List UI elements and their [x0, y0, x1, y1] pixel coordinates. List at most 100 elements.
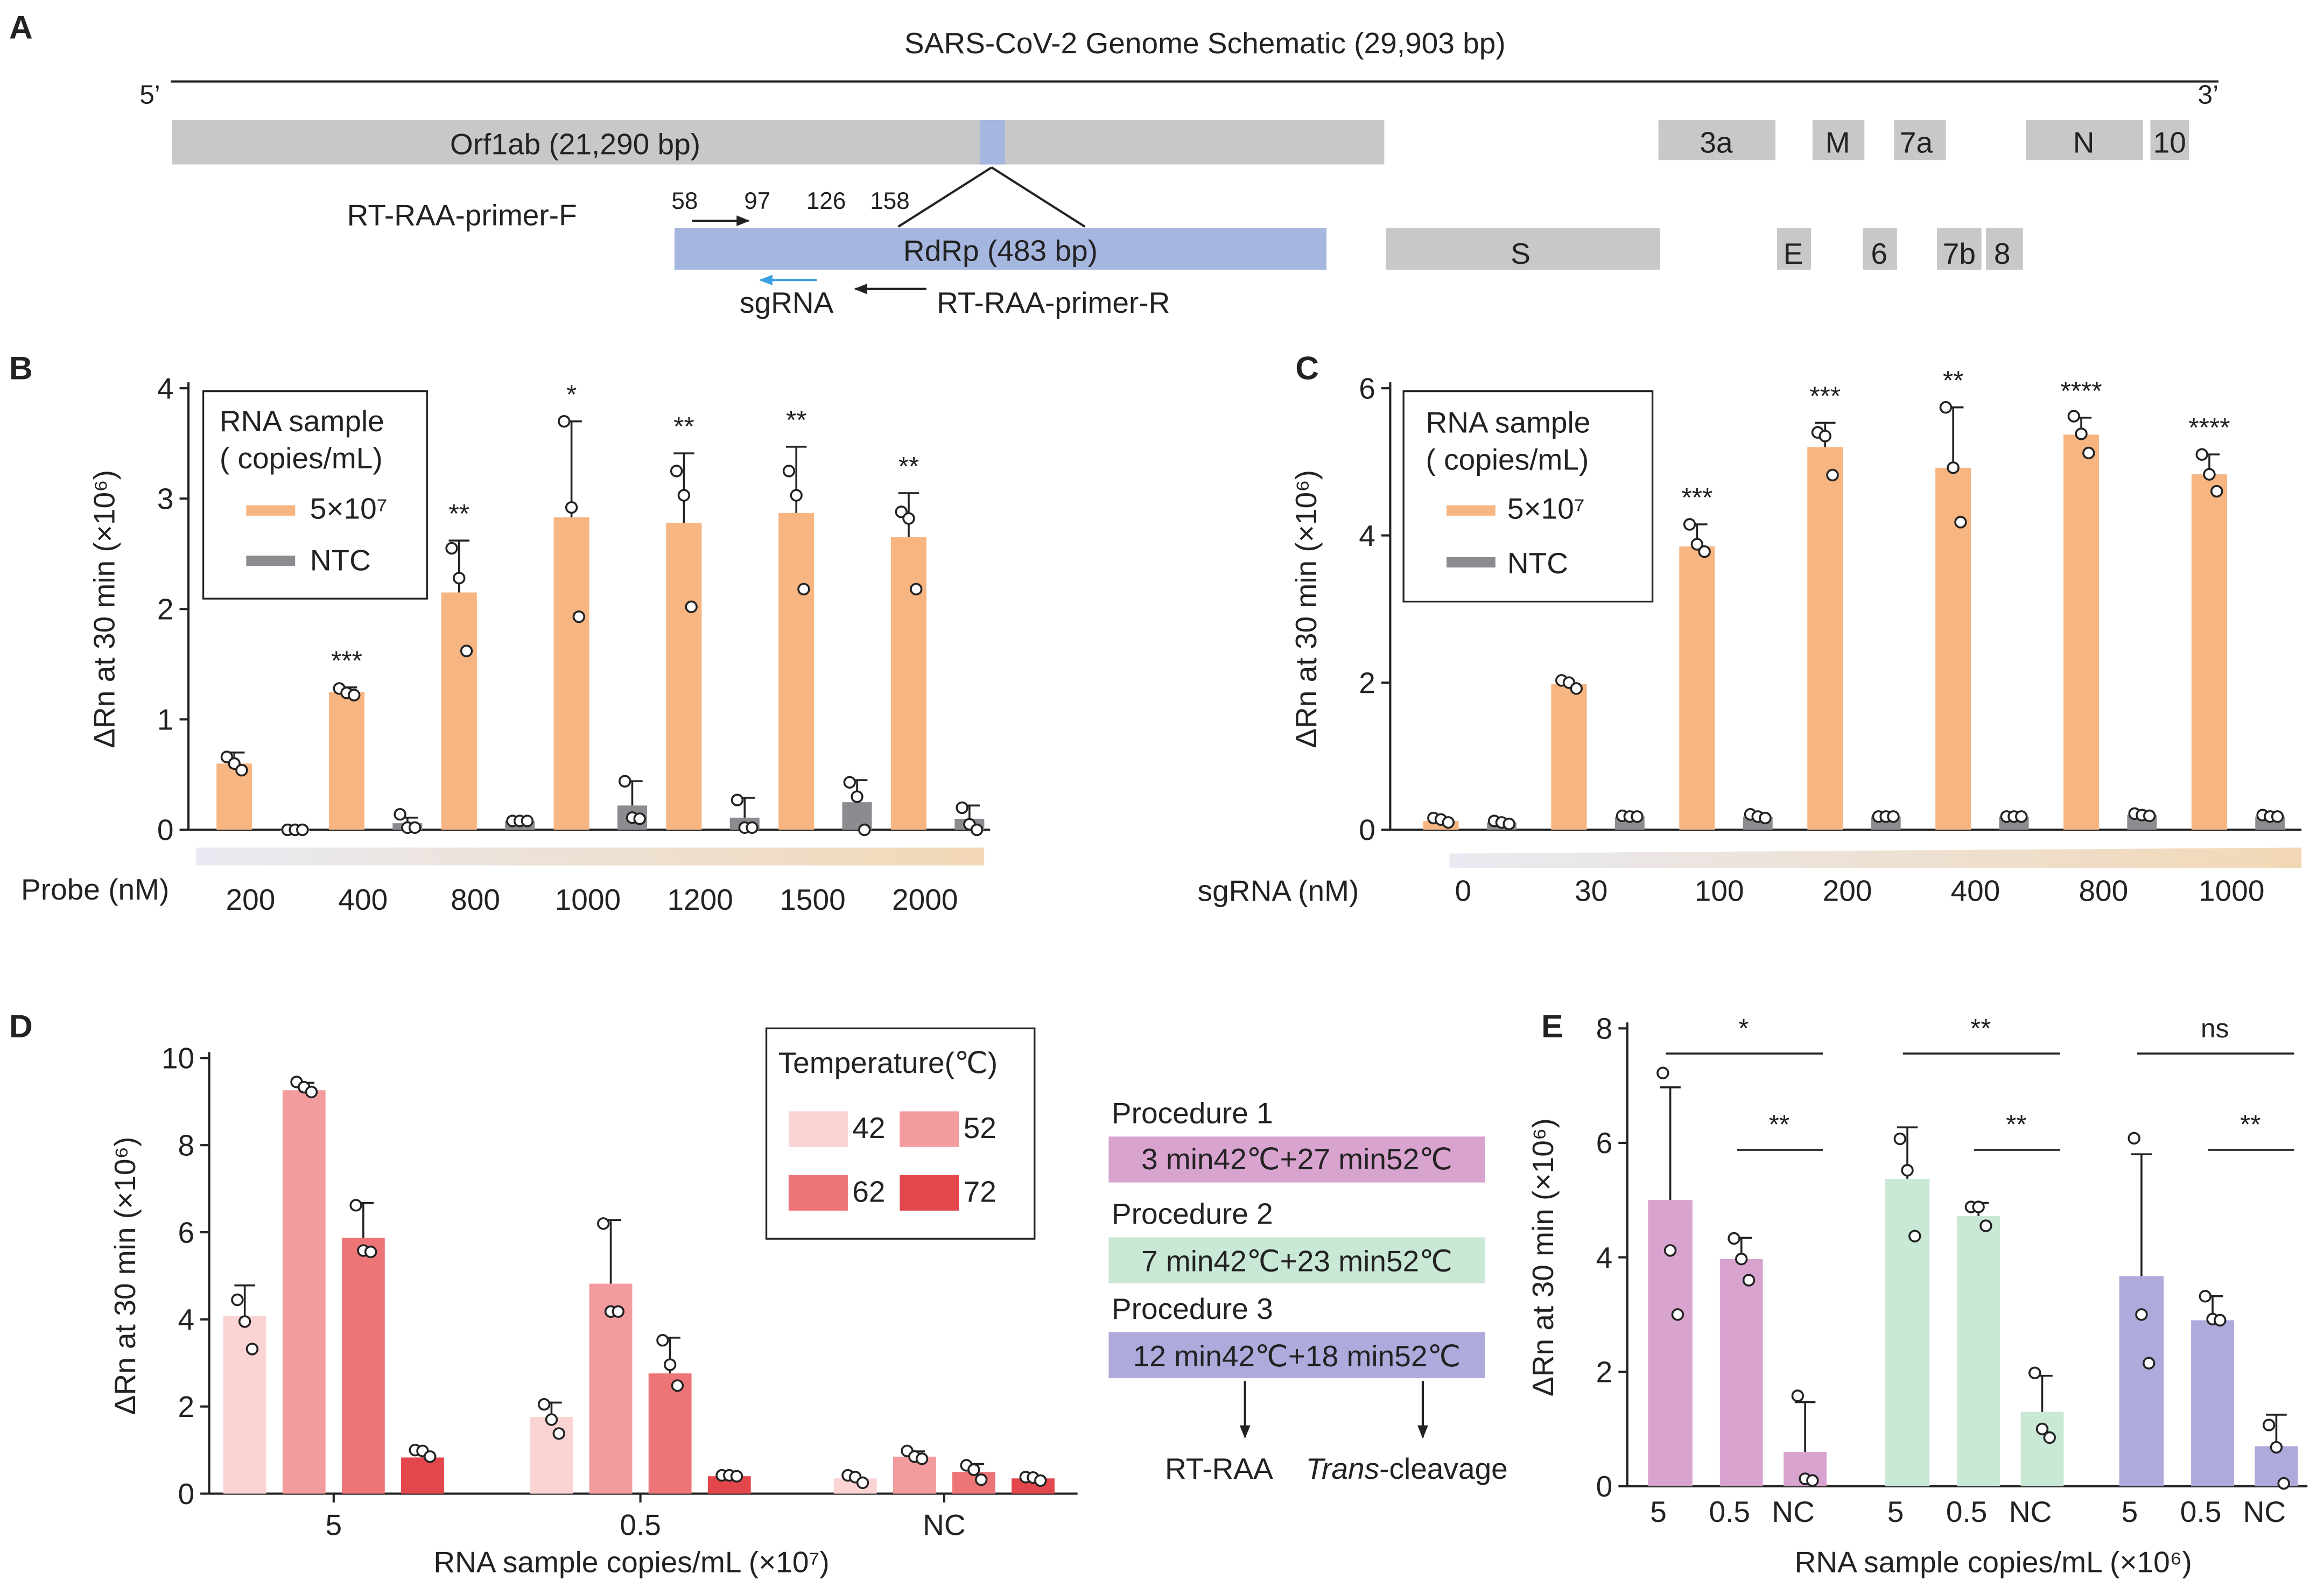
legend-label: 5×10⁷: [1507, 491, 1585, 525]
bar-procedure-3: [2119, 1276, 2164, 1486]
flow-label-trans-italic: Trans: [1305, 1452, 1379, 1485]
significance-label: ****: [2188, 413, 2230, 443]
x-tick-label: 0.5: [620, 1508, 661, 1542]
position-158: 158: [870, 188, 909, 214]
gene-label: 7b: [1943, 237, 1976, 270]
bar-sample: [778, 512, 815, 830]
significance-label: **: [1943, 366, 1964, 396]
data-point: [1502, 817, 1515, 831]
data-point: [843, 776, 856, 789]
data-point: [1742, 1274, 1756, 1287]
legend-title: RNA sample: [1426, 406, 1590, 439]
data-point: [1698, 545, 1711, 558]
gene-rdrp-label: RdRp (483 bp): [903, 234, 1098, 267]
bar-sample: [441, 592, 477, 830]
data-point: [2082, 446, 2095, 460]
legend-swatch-gray: [1446, 557, 1495, 568]
gene-box: [1777, 228, 1812, 270]
data-point: [663, 1358, 677, 1371]
gene-orf1ab: [172, 120, 1385, 165]
y-tick-label: 6: [1596, 1126, 1613, 1160]
significance-label: **: [673, 412, 694, 441]
y-tick-label: 4: [1596, 1241, 1613, 1274]
data-point: [2214, 1314, 2227, 1327]
data-point: [2210, 484, 2223, 498]
x-tick-label: 1000: [2199, 874, 2264, 908]
data-point: [1570, 682, 1583, 695]
data-point: [618, 775, 631, 788]
significance-label: *: [1738, 1014, 1749, 1043]
gene-label: 6: [1871, 237, 1887, 270]
flow-label-trans-rest: -cleavage: [1379, 1452, 1508, 1485]
genome-title: SARS-CoV-2 Genome Schematic (29,903 bp): [904, 26, 1506, 60]
bar-sample: [1807, 447, 1843, 830]
data-point: [2195, 448, 2208, 461]
gene-label: N: [2073, 126, 2095, 159]
x-axis-title: RNA sample copies/mL (×10⁶): [1795, 1545, 2192, 1578]
data-point: [1939, 401, 1953, 414]
gene-box: [1985, 228, 2023, 270]
legend-swatch-orange: [1446, 505, 1495, 516]
x-tick-label: 30: [1575, 874, 1607, 908]
data-point: [910, 582, 923, 596]
data-point: [790, 489, 803, 502]
data-point: [1663, 1244, 1677, 1257]
x-axis-title: RNA sample copies/mL (×10⁷): [433, 1545, 829, 1578]
genome-5prime: 5’: [139, 80, 160, 110]
procedure-box-2: [1108, 1237, 1485, 1283]
data-point: [915, 1452, 929, 1465]
x-tick-label: 1000: [555, 883, 621, 916]
panel-a: A SARS-CoV-2 Genome Schematic (29,903 bp…: [9, 9, 2218, 319]
data-point: [2143, 809, 2156, 823]
gene-label: M: [1826, 126, 1850, 159]
data-point: [572, 610, 586, 623]
concentration-gradient-wedge: [195, 847, 985, 866]
data-point: [1728, 1232, 1740, 1245]
legend-swatch-52: [900, 1111, 959, 1147]
procedure-text: 12 min42℃+18 min52℃: [1133, 1339, 1461, 1373]
data-point: [445, 542, 458, 555]
gene-box: [1894, 120, 1946, 160]
data-point: [1887, 810, 1900, 823]
x-tick-label: NC: [2009, 1495, 2052, 1528]
gene-box: [1812, 120, 1865, 160]
data-point: [731, 794, 744, 806]
data-point: [1735, 1253, 1748, 1266]
significance-label: ***: [1681, 483, 1712, 512]
data-point: [1908, 1230, 1921, 1242]
gene-s: [1386, 228, 1660, 270]
data-point: [424, 1450, 437, 1463]
legend-box: [202, 390, 428, 600]
gene-label: 10: [2153, 126, 2186, 159]
data-point: [1826, 468, 1839, 482]
x-tick-label: 5: [326, 1508, 342, 1542]
data-point: [1690, 538, 1704, 551]
panel-d: D 0 2 4 6 8 10 ΔRn at 30 min (×10⁶) 5 0.5 NC RNA s…: [9, 1008, 1508, 1579]
data-point: [235, 764, 248, 777]
bar-sample: [1679, 546, 1715, 830]
y-tick-label: 0: [1359, 813, 1375, 847]
procedure-box-1: [1108, 1136, 1485, 1183]
y-tick-label: 4: [1359, 519, 1375, 552]
bar-sample: [328, 692, 365, 830]
primer-r-label: RT-RAA-primer-R: [937, 286, 1170, 319]
legend-subtitle: ( copies/mL): [220, 441, 383, 475]
gene-rdrp: [674, 228, 1327, 270]
data-point: [797, 582, 810, 596]
legend-swatch-42: [788, 1111, 848, 1147]
data-point: [685, 600, 698, 613]
legend-title: RNA sample: [220, 404, 384, 438]
procedure-text: 3 min42℃+27 min52℃: [1141, 1142, 1452, 1176]
position-126: 126: [806, 188, 846, 214]
x-tick-label: 5: [1887, 1495, 1904, 1528]
data-point: [2075, 427, 2088, 440]
data-point: [2270, 1441, 2283, 1454]
bar-sample: [1935, 467, 1971, 830]
bar-procedure-3: [2191, 1320, 2234, 1486]
x-tick-label: 0: [1455, 874, 1472, 908]
y-tick-label: 1: [157, 703, 174, 736]
legend-subtitle: ( copies/mL): [1426, 443, 1589, 476]
data-point: [2271, 810, 2284, 823]
x-tick-label: 1200: [667, 883, 733, 916]
position-97: 97: [744, 188, 770, 214]
